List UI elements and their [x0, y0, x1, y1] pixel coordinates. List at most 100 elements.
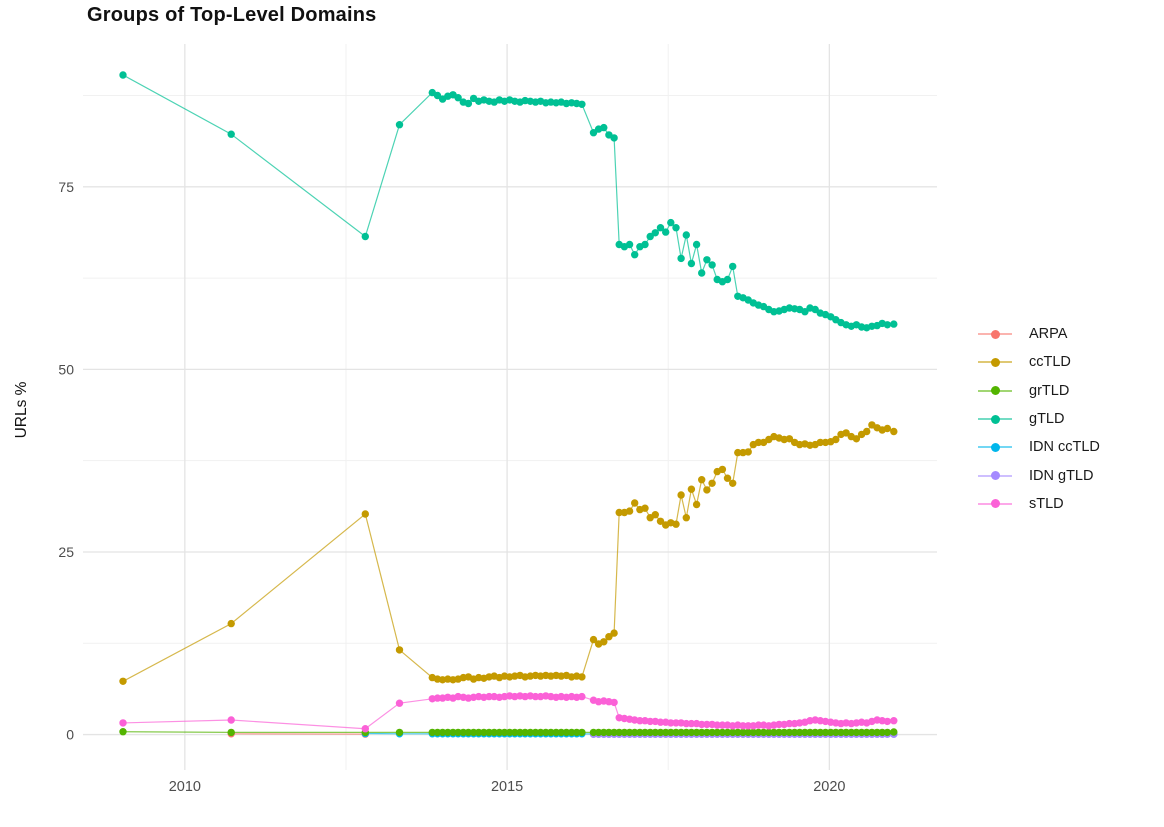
- data-point: [526, 728, 534, 737]
- data-point: [729, 479, 737, 487]
- data-point: [646, 717, 654, 726]
- data-point: [547, 728, 555, 737]
- data-point: [863, 728, 871, 737]
- data-point: [119, 719, 127, 727]
- legend-label: ccTLD: [1029, 354, 1071, 371]
- legend-key-icon: [978, 438, 1012, 456]
- data-point: [770, 728, 778, 737]
- data-point: [480, 728, 488, 737]
- data-point: [857, 728, 866, 737]
- data-point: [589, 635, 598, 644]
- data-point: [785, 728, 794, 737]
- data-point: [656, 517, 665, 525]
- data-point: [785, 719, 794, 728]
- data-point: [687, 719, 696, 728]
- legend-item-cctld: ccTLD: [978, 348, 1100, 376]
- data-point: [723, 275, 732, 284]
- data-point: [703, 256, 711, 264]
- data-point: [677, 491, 685, 499]
- data-point: [729, 262, 737, 271]
- data-point: [531, 692, 540, 701]
- data-point: [454, 728, 462, 737]
- series-arpa: [227, 730, 369, 738]
- data-point: [636, 728, 644, 737]
- data-point: [890, 717, 898, 725]
- data-point: [610, 629, 618, 637]
- data-point: [703, 720, 711, 729]
- data-point: [687, 485, 696, 493]
- data-point: [718, 728, 727, 737]
- data-point: [692, 728, 701, 737]
- data-point: [744, 722, 752, 730]
- data-point: [677, 728, 685, 737]
- data-point: [631, 728, 639, 737]
- data-point: [651, 728, 659, 737]
- data-point: [641, 504, 649, 512]
- data-point: [641, 728, 649, 737]
- data-point: [444, 728, 452, 737]
- data-point: [723, 474, 732, 482]
- legend-key-icon: [978, 467, 1012, 485]
- data-point: [449, 728, 457, 737]
- data-point: [667, 218, 675, 227]
- data-point: [631, 499, 639, 507]
- data-point: [698, 720, 706, 729]
- data-point: [852, 435, 861, 443]
- legend-label: IDN ccTLD: [1029, 439, 1100, 456]
- data-point: [656, 718, 665, 726]
- data-point: [672, 719, 680, 727]
- data-point: [713, 721, 721, 729]
- data-point: [542, 728, 550, 737]
- data-point: [832, 728, 840, 737]
- data-point: [734, 728, 742, 737]
- data-point: [816, 728, 824, 737]
- data-point: [754, 438, 763, 447]
- data-point: [692, 500, 701, 509]
- data-point: [852, 728, 861, 737]
- data-point: [780, 728, 788, 737]
- legend-item-gtld: gTLD: [978, 405, 1100, 433]
- data-point: [631, 251, 639, 259]
- data-point: [610, 728, 618, 737]
- data-point: [361, 510, 369, 518]
- data-point: [469, 728, 478, 737]
- data-point: [723, 728, 732, 737]
- legend-label: gTLD: [1029, 411, 1065, 428]
- legend-key-icon: [978, 382, 1012, 400]
- legend-key-icon: [978, 325, 1012, 343]
- data-point: [511, 728, 519, 737]
- data-point: [227, 728, 235, 737]
- data-point: [806, 728, 814, 737]
- data-point: [615, 508, 623, 517]
- data-point: [651, 229, 659, 237]
- data-point: [567, 728, 576, 737]
- data-point: [868, 728, 876, 737]
- data-point: [662, 728, 670, 737]
- data-point: [667, 728, 675, 737]
- data-point: [600, 728, 608, 737]
- data-point: [873, 728, 881, 737]
- data-point: [656, 224, 665, 232]
- data-point: [395, 728, 404, 737]
- data-point: [821, 728, 830, 737]
- data-point: [827, 728, 835, 737]
- data-point: [890, 427, 898, 436]
- data-point: [615, 728, 623, 737]
- data-point: [847, 728, 855, 737]
- data-point: [428, 728, 436, 737]
- data-point: [600, 123, 608, 132]
- series-cctld: [119, 421, 898, 685]
- data-point: [754, 728, 763, 737]
- data-point: [433, 694, 442, 702]
- data-point: [739, 728, 747, 737]
- x-tick-label: 2015: [491, 779, 523, 795]
- data-point: [775, 728, 783, 737]
- data-point: [713, 728, 721, 737]
- data-point: [718, 465, 727, 474]
- data-point: [811, 728, 819, 737]
- data-point: [464, 99, 473, 108]
- data-point: [646, 728, 654, 737]
- data-point: [667, 719, 675, 727]
- data-point: [605, 633, 613, 641]
